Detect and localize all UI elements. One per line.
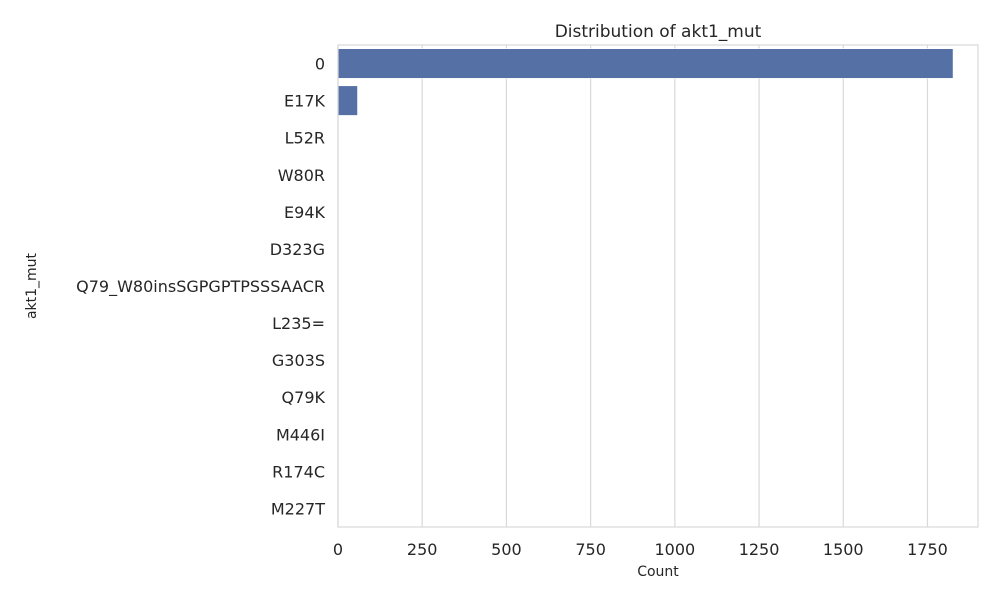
x-tick-label: 750 xyxy=(575,540,606,559)
y-tick-label: Q79K xyxy=(282,388,326,407)
x-tick-labels: 0 250 500 750 1000 1250 1500 1750 xyxy=(333,540,948,559)
plot-frame xyxy=(337,44,979,528)
y-tick-label: M227T xyxy=(271,499,325,518)
chart-title: Distribution of akt1_mut xyxy=(555,22,762,42)
bar xyxy=(337,48,954,79)
x-tick-label: 1500 xyxy=(823,540,864,559)
y-tick-label: M446I xyxy=(276,425,325,444)
x-tick-label: 1250 xyxy=(739,540,780,559)
grid xyxy=(337,45,929,527)
y-tick-label: Q79_W80insSGPGPTPSSSAACR xyxy=(76,277,325,297)
y-tick-label: G303S xyxy=(272,351,325,370)
plot-border xyxy=(337,44,979,528)
y-tick-label: E94K xyxy=(284,203,325,222)
x-tick-label: 0 xyxy=(333,540,343,559)
y-tick-label: D323G xyxy=(270,240,325,259)
x-tick-label: 1000 xyxy=(654,540,695,559)
y-tick-label: 0 xyxy=(315,55,325,74)
x-axis-label: Count xyxy=(637,564,679,580)
y-tick-label: L52R xyxy=(285,129,325,148)
x-tick-label: 250 xyxy=(407,540,438,559)
bar xyxy=(337,85,358,116)
y-axis-label: akt1_mut xyxy=(24,252,40,319)
y-tick-label: R174C xyxy=(272,462,325,481)
y-tick-labels: 0 E17K L52R W80R E94K D323G Q79_W80insSGPGPTPS… xyxy=(76,55,325,519)
bars xyxy=(337,48,954,524)
y-tick-label: W80R xyxy=(278,166,325,185)
x-tick-label: 1750 xyxy=(907,540,948,559)
y-tick-label: E17K xyxy=(284,92,325,111)
y-tick-label: L235= xyxy=(272,314,325,333)
x-tick-label: 500 xyxy=(491,540,522,559)
